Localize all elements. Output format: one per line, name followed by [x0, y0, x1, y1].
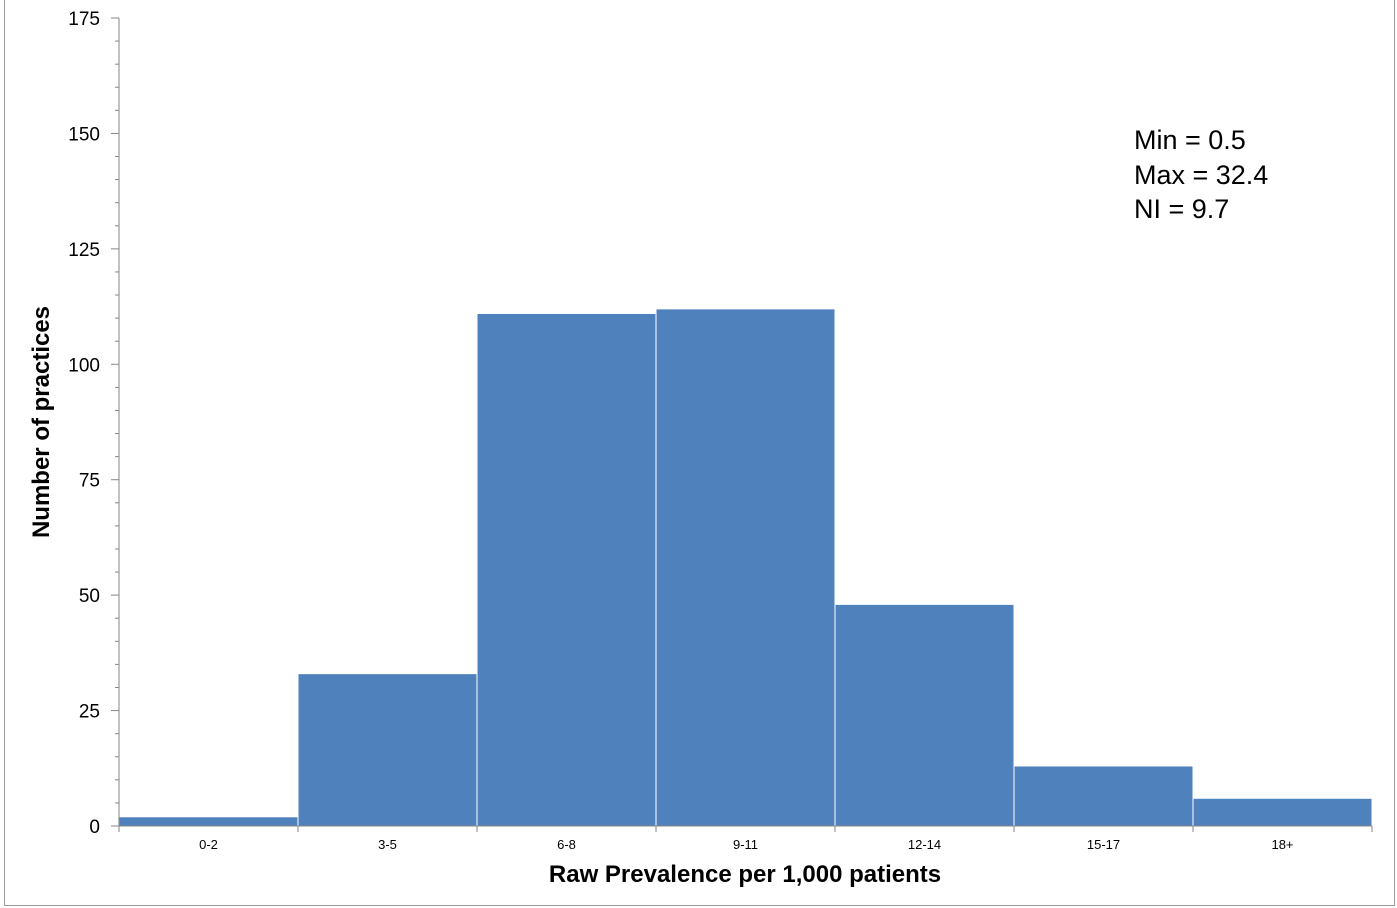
y-tick-label: 50 — [79, 586, 100, 607]
bar-9-11 — [655, 308, 836, 827]
labels-group: 0 25 50 75 100 125 150 175 0-2 3-5 6-8 9-11 12-14 15-… — [68, 9, 1293, 852]
bar-0-2 — [118, 816, 299, 827]
bar-18+ — [1192, 797, 1373, 827]
y-tick-label: 175 — [68, 9, 100, 30]
chart-frame — [4, 0, 1395, 906]
bar-3-5 — [297, 673, 478, 827]
y-tick-label: 125 — [68, 240, 100, 261]
x-tick-label: 9-11 — [733, 837, 758, 852]
y-tick-label: 0 — [89, 817, 100, 838]
y-tick-label: 100 — [68, 355, 100, 376]
bar-6-8 — [476, 312, 657, 827]
bars-group — [118, 308, 1373, 827]
annotation-min: Min = 0.5 — [1134, 125, 1246, 155]
x-tick-label: 15-17 — [1087, 837, 1120, 852]
axes-group — [111, 17, 1373, 832]
x-tick-label: 12-14 — [908, 837, 941, 852]
x-axis-title: Raw Prevalence per 1,000 patients — [549, 861, 941, 888]
annotation-max: Max = 32.4 — [1134, 160, 1268, 190]
x-tick-label: 18+ — [1271, 837, 1293, 852]
annotation-ni: NI = 9.7 — [1134, 194, 1229, 224]
bar-15-17 — [1013, 765, 1194, 827]
x-tick-label: 6-8 — [557, 837, 576, 852]
y-tick-label: 150 — [68, 124, 100, 145]
y-tick-label: 75 — [79, 471, 100, 492]
x-tick-label: 0-2 — [199, 837, 218, 852]
stats-annotation: Min = 0.5 Max = 32.4 NI = 9.7 — [1134, 125, 1268, 224]
bar-12-14 — [834, 603, 1015, 827]
y-axis-title: Number of practices — [28, 306, 55, 538]
y-tick-label: 25 — [79, 702, 100, 723]
x-tick-label: 3-5 — [378, 837, 397, 852]
